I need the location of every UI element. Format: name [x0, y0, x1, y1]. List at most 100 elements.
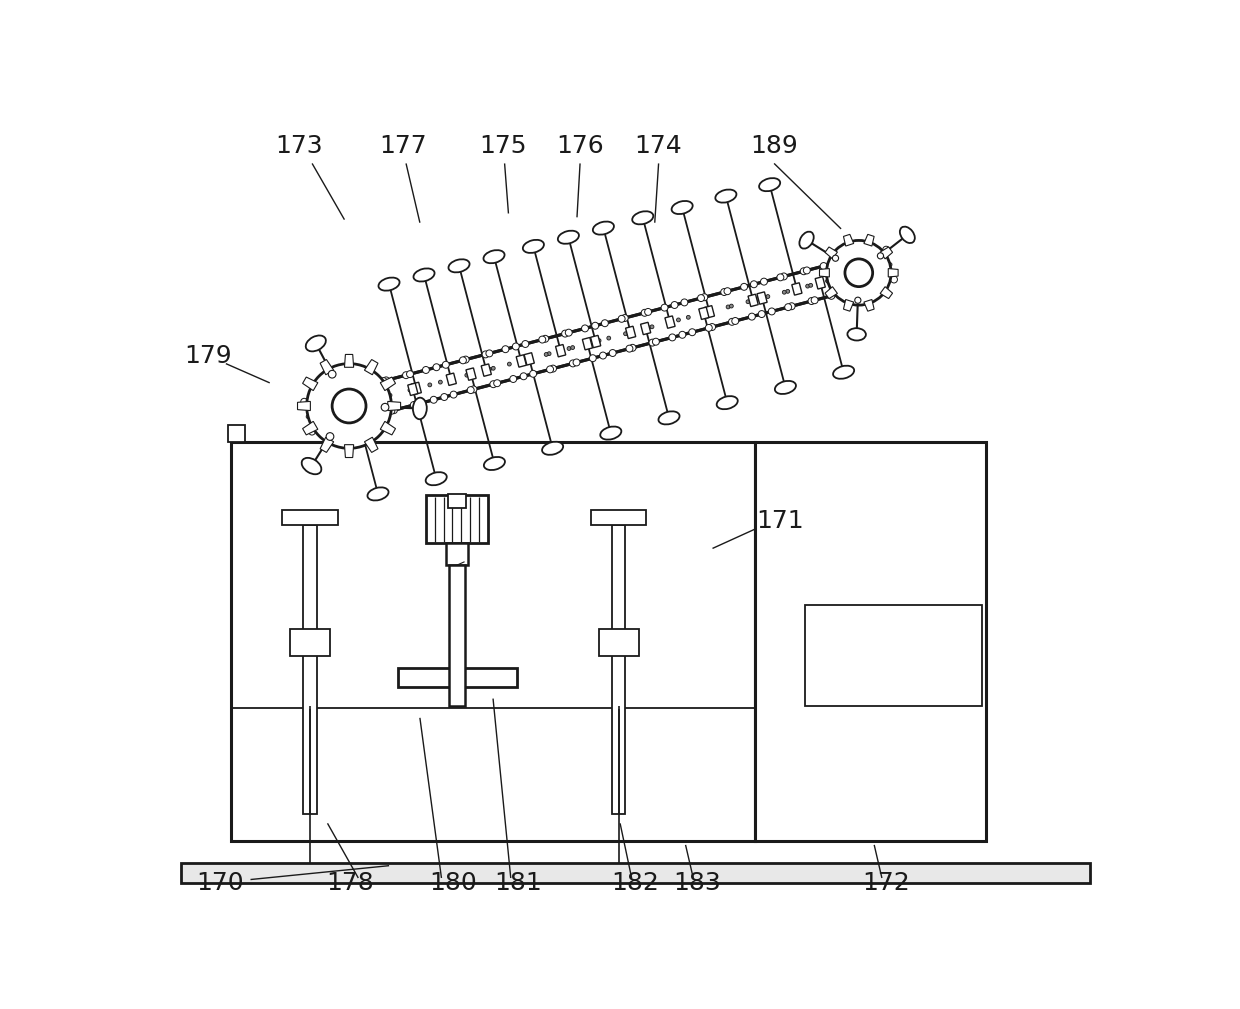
Circle shape [729, 319, 735, 325]
Circle shape [854, 298, 861, 304]
Ellipse shape [672, 201, 693, 214]
Bar [704, 306, 714, 318]
Circle shape [567, 346, 570, 350]
Text: 180: 180 [429, 872, 477, 895]
Circle shape [671, 302, 678, 309]
Polygon shape [345, 354, 353, 367]
Text: 181: 181 [495, 872, 542, 895]
Circle shape [598, 339, 601, 343]
Circle shape [465, 373, 469, 377]
Circle shape [327, 391, 334, 399]
Circle shape [629, 344, 636, 351]
Circle shape [565, 329, 572, 336]
Bar [599, 630, 639, 656]
Bar [231, 442, 755, 842]
Circle shape [800, 267, 807, 274]
Circle shape [661, 304, 668, 311]
Circle shape [491, 366, 495, 370]
Polygon shape [303, 422, 317, 435]
Circle shape [830, 260, 837, 267]
Ellipse shape [413, 268, 434, 282]
Circle shape [507, 362, 511, 366]
Bar [699, 307, 709, 320]
Ellipse shape [658, 412, 680, 425]
Text: 174: 174 [635, 134, 682, 157]
Polygon shape [864, 234, 874, 246]
Bar [583, 337, 593, 350]
Circle shape [412, 387, 415, 390]
Circle shape [698, 295, 704, 302]
Bar [556, 344, 565, 357]
Polygon shape [320, 359, 334, 374]
Circle shape [626, 345, 632, 352]
Circle shape [547, 352, 551, 355]
Circle shape [878, 253, 884, 259]
Ellipse shape [833, 365, 854, 378]
Circle shape [832, 255, 838, 261]
Circle shape [780, 273, 787, 279]
Circle shape [688, 329, 696, 336]
Circle shape [460, 357, 466, 364]
Circle shape [443, 361, 449, 368]
Circle shape [570, 346, 574, 349]
Ellipse shape [775, 381, 796, 394]
Circle shape [487, 367, 491, 371]
Bar [448, 493, 466, 508]
Circle shape [727, 305, 730, 309]
Circle shape [687, 316, 691, 319]
Bar [290, 630, 330, 656]
Bar [281, 510, 337, 526]
Circle shape [786, 290, 790, 294]
Circle shape [789, 303, 795, 310]
Ellipse shape [413, 398, 427, 419]
Circle shape [549, 365, 557, 372]
Bar [181, 863, 1090, 884]
Circle shape [701, 294, 708, 301]
Circle shape [440, 394, 448, 401]
Polygon shape [864, 300, 874, 311]
Bar [756, 292, 768, 305]
Circle shape [518, 359, 522, 363]
Circle shape [624, 332, 627, 336]
Circle shape [844, 259, 873, 287]
Circle shape [467, 386, 474, 394]
Bar [590, 335, 600, 348]
Circle shape [760, 278, 768, 286]
Ellipse shape [425, 472, 446, 485]
Bar [350, 399, 360, 411]
Bar [805, 604, 982, 706]
Circle shape [749, 313, 755, 320]
Circle shape [857, 253, 863, 260]
Ellipse shape [558, 231, 579, 244]
Circle shape [335, 421, 342, 428]
Circle shape [707, 310, 711, 314]
Circle shape [678, 331, 686, 338]
Circle shape [439, 380, 443, 384]
Circle shape [360, 401, 363, 405]
Circle shape [544, 352, 548, 356]
Circle shape [403, 371, 409, 378]
Ellipse shape [800, 232, 813, 248]
Ellipse shape [542, 442, 563, 455]
Circle shape [732, 318, 739, 325]
Circle shape [883, 246, 889, 253]
Circle shape [301, 399, 308, 406]
Circle shape [430, 397, 438, 404]
Circle shape [652, 338, 660, 345]
Circle shape [756, 298, 760, 301]
Polygon shape [365, 437, 378, 452]
Circle shape [522, 340, 528, 347]
Bar [755, 442, 986, 842]
Polygon shape [825, 287, 837, 299]
Bar [408, 383, 418, 396]
Bar [748, 295, 758, 307]
Circle shape [463, 356, 469, 363]
Circle shape [609, 349, 616, 356]
Polygon shape [320, 437, 334, 452]
Circle shape [383, 377, 389, 383]
Ellipse shape [900, 227, 915, 243]
Bar [412, 382, 422, 395]
Polygon shape [388, 402, 401, 411]
Bar [446, 543, 467, 565]
Bar [466, 368, 476, 380]
